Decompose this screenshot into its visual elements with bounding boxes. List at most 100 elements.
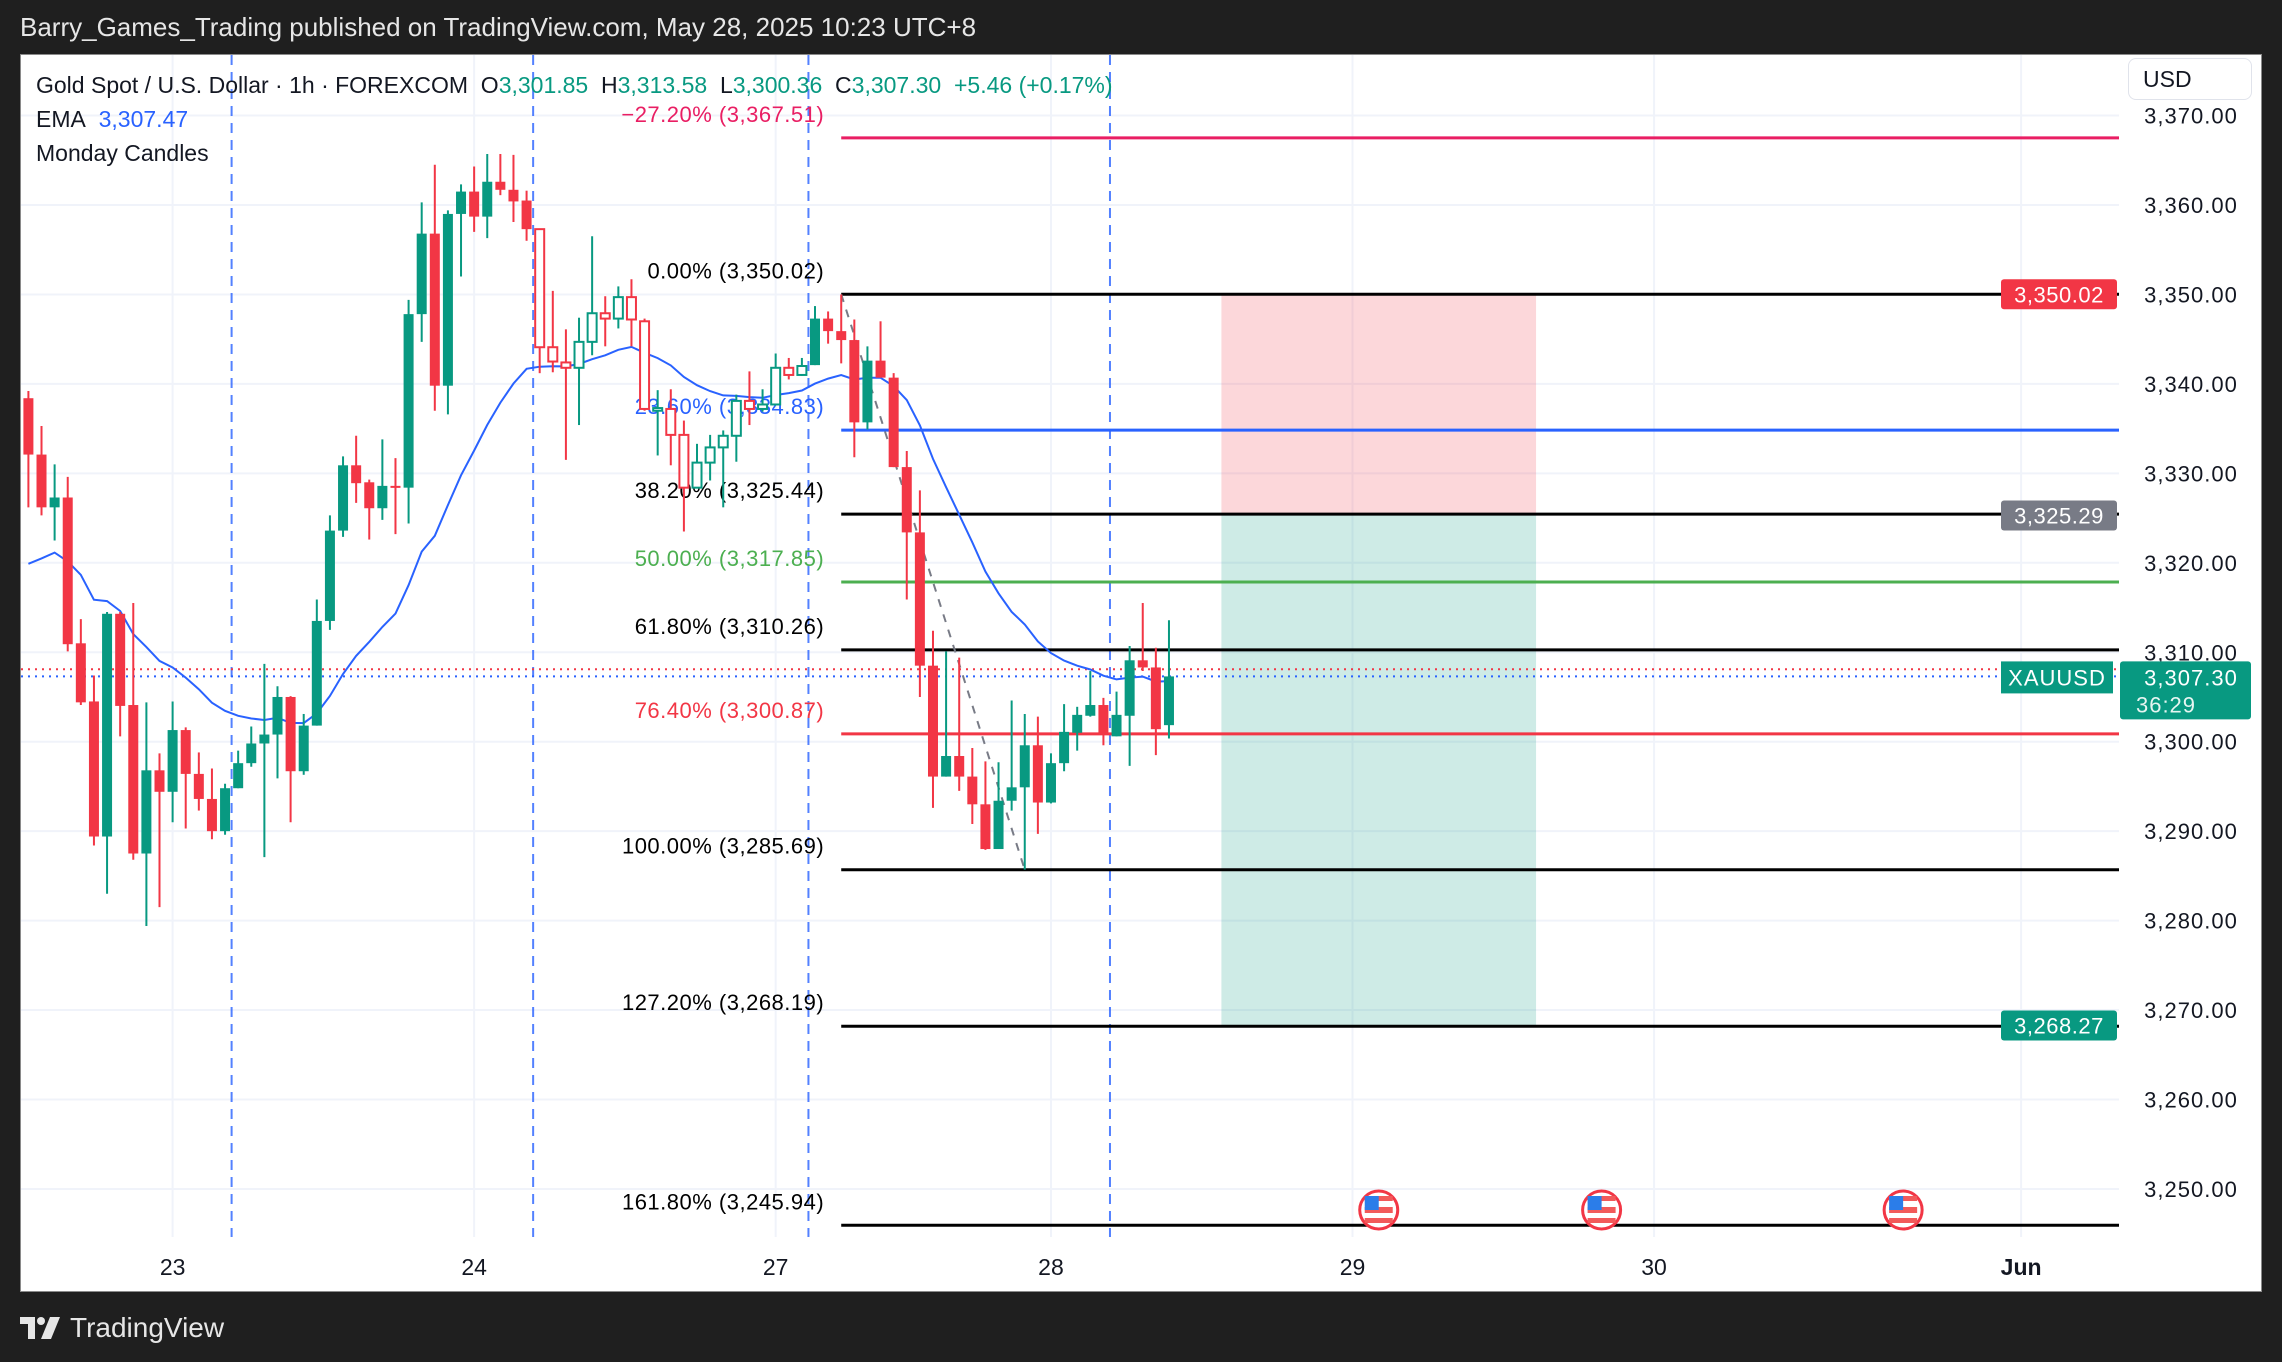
candle: [1072, 706, 1083, 751]
candle-body: [901, 467, 912, 533]
candle: [639, 318, 651, 411]
y-tick-label: 3,310.00: [2144, 640, 2238, 665]
candle-body-hollow: [704, 446, 716, 464]
candle: [167, 701, 178, 823]
candle: [62, 476, 73, 652]
fib-level-label: −27.20% (3,367.51): [621, 102, 824, 127]
candle-body-hollow: [730, 399, 742, 437]
y-tick-label: 3,350.00: [2144, 282, 2238, 307]
candle-body: [351, 465, 362, 484]
candle-body: [810, 318, 820, 366]
candle: [888, 373, 899, 468]
economic-event-us-flag-icon[interactable]: [1581, 1189, 1623, 1231]
candle-body: [364, 482, 375, 509]
candle-body: [75, 643, 86, 703]
candle: [220, 783, 231, 835]
ema-legend[interactable]: EMA 3,307.47: [36, 106, 188, 133]
fib-level-label: 61.80% (3,310.26): [635, 614, 825, 639]
brand-name: TradingView: [70, 1312, 225, 1343]
economic-event-us-flag-icon[interactable]: [1358, 1189, 1400, 1231]
candle: [338, 456, 349, 537]
stop-loss-zone[interactable]: [1221, 294, 1537, 516]
candle-body: [1124, 660, 1135, 716]
candle: [115, 611, 126, 737]
candle-body-hollow: [743, 399, 755, 410]
candle: [704, 434, 716, 481]
candle: [495, 154, 506, 196]
x-tick-label: 30: [1641, 1254, 1667, 1280]
candle: [901, 450, 912, 600]
ema-line: [28, 345, 1170, 725]
candle-body-hollow: [573, 340, 585, 369]
candle-body: [180, 730, 191, 774]
candle-body: [1163, 676, 1174, 726]
candle: [691, 443, 703, 489]
candle-body: [849, 340, 860, 423]
candle-body-hollow: [770, 366, 782, 406]
take-profit-zone[interactable]: [1221, 515, 1537, 1026]
candle-body: [259, 734, 270, 744]
candle-body: [954, 756, 965, 777]
candle-body-hollow: [534, 228, 546, 349]
candle-body-hollow: [652, 407, 664, 412]
open-value: 3,301.85: [498, 72, 589, 98]
fib-level-label: 161.80% (3,245.94): [622, 1189, 824, 1214]
candle-body-hollow: [717, 434, 729, 449]
candles: [23, 154, 1174, 926]
symbol-tag-label: XAUUSD: [2008, 665, 2106, 690]
candle: [285, 696, 296, 823]
candle-body: [1137, 660, 1148, 668]
candle: [967, 747, 978, 824]
candle: [259, 663, 270, 858]
bar-countdown: 36:29: [2136, 692, 2196, 717]
candle: [783, 357, 795, 380]
price-axis[interactable]: 3,370.00 3,360.00 3,350.00 3,340.00 3,330.00…: [2001, 104, 2251, 1202]
candle: [547, 290, 559, 373]
candle: [743, 371, 755, 426]
x-tick-label: 23: [160, 1254, 186, 1280]
candle: [233, 750, 244, 789]
candle-body: [167, 730, 178, 792]
symbol-tag: [2001, 661, 2113, 694]
drawings: −27.20% (3,367.51) 0.00% (3,350.02) 23.60%…: [21, 55, 2119, 1237]
candle: [23, 391, 34, 508]
candle-body: [993, 800, 1004, 850]
candle-body: [941, 756, 952, 777]
candle: [206, 768, 217, 840]
candle-body: [1085, 705, 1096, 716]
y-tick-label: 3,280.00: [2144, 909, 2238, 934]
candle-body: [338, 465, 349, 531]
candle-body: [875, 360, 886, 378]
currency-button[interactable]: USD: [2128, 58, 2252, 100]
candle: [717, 430, 729, 508]
candle-body: [1006, 787, 1017, 801]
candle-body: [154, 770, 165, 792]
candle: [377, 439, 388, 520]
symbol-legend[interactable]: Gold Spot / U.S. Dollar · 1h · FOREXCOM …: [36, 72, 1113, 99]
grid: [21, 55, 2119, 1237]
fib-level-label: 100.00% (3,285.69): [622, 834, 824, 859]
candle-body: [927, 665, 938, 777]
candle-body-hollow: [612, 296, 624, 320]
candle: [1150, 647, 1161, 756]
price-tag: [2001, 500, 2117, 531]
indicator-legend[interactable]: Monday Candles: [36, 140, 209, 167]
candle-body: [521, 200, 532, 230]
time-axis[interactable]: 23 24 27 28 29 30 Jun: [160, 1254, 2042, 1280]
y-tick-label: 3,340.00: [2144, 372, 2238, 397]
candle-body: [429, 233, 440, 386]
y-tick-label: 3,320.00: [2144, 551, 2238, 576]
economic-event-us-flag-icon[interactable]: [1882, 1189, 1924, 1231]
candle-body-hollow: [625, 296, 637, 321]
candle: [730, 394, 742, 462]
candle: [823, 311, 834, 344]
candle: [1032, 716, 1043, 834]
candle: [862, 346, 873, 430]
candle-body: [49, 497, 60, 508]
candle-body-hollow: [757, 403, 769, 410]
candle: [599, 296, 611, 347]
candle-body: [823, 318, 834, 332]
x-tick-label: 27: [763, 1254, 789, 1280]
candle-body: [914, 532, 925, 666]
